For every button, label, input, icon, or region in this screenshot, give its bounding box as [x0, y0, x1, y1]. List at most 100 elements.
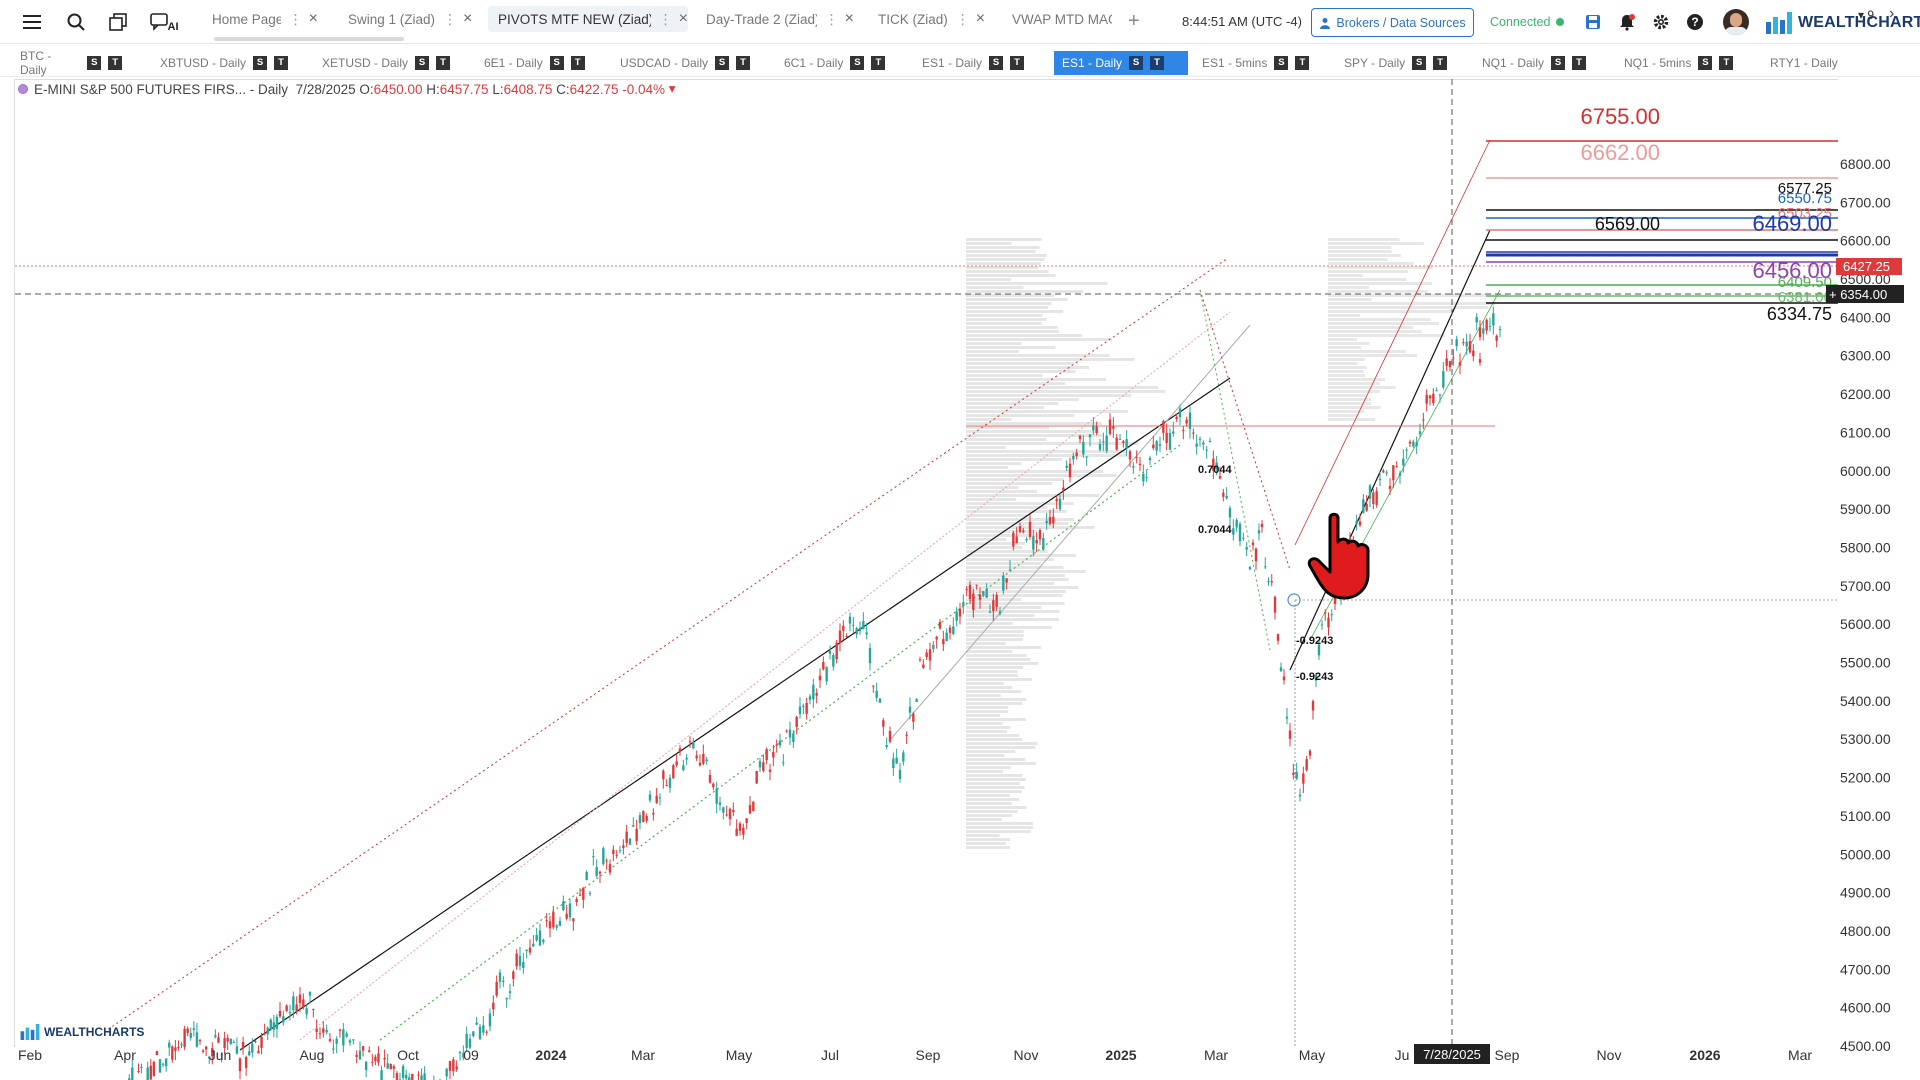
close-icon[interactable]: ×: [463, 10, 473, 27]
settings-badge[interactable]: S: [1412, 56, 1427, 70]
tab-menu-icon[interactable]: ⋮: [824, 10, 839, 27]
candle-body: [272, 1022, 276, 1030]
chart-tab-btc-daily[interactable]: BTC - Daily S T: [12, 49, 123, 77]
volume-profile-bar: [966, 502, 1074, 505]
template-badge[interactable]: T: [1433, 56, 1448, 70]
tab-menu-icon[interactable]: ⋮: [658, 10, 673, 27]
tab-menu-icon[interactable]: ⋮: [288, 10, 303, 27]
candle-body: [952, 626, 955, 634]
tab-swing-1[interactable]: Swing 1 (Ziad) ⋮ ×: [338, 6, 474, 32]
settings-badge[interactable]: S: [87, 56, 102, 70]
bell-icon[interactable]: [1613, 8, 1641, 36]
help-icon[interactable]: ?: [1681, 8, 1709, 36]
template-badge[interactable]: T: [436, 56, 451, 70]
settings-badge[interactable]: S: [1274, 56, 1289, 70]
candle-body: [648, 794, 652, 801]
settings-badge[interactable]: S: [415, 56, 430, 70]
template-badge[interactable]: T: [1010, 56, 1025, 70]
add-tab-button[interactable]: +: [1128, 10, 1140, 32]
volume-profile-bar: [966, 678, 1033, 681]
wealthcharts-logo-icon: [20, 1024, 40, 1040]
trendline: [889, 324, 1251, 741]
volume-profile-bar: [966, 682, 1004, 685]
chart-tab-xetusd-daily[interactable]: XETUSD - Daily S T: [314, 51, 454, 75]
candle-body: [1435, 390, 1438, 392]
settings-badge[interactable]: S: [549, 56, 564, 70]
settings-badge[interactable]: S: [715, 56, 730, 70]
chart-tab-nq1-5mins[interactable]: NQ1 - 5mins S T: [1616, 51, 1750, 75]
close-value: 6422.75: [569, 81, 619, 97]
volume-profile-bar: [966, 774, 1023, 777]
candle-body: [1418, 431, 1422, 435]
candle-body: [478, 1026, 482, 1040]
template-badge[interactable]: T: [274, 56, 289, 70]
candle-body: [1188, 412, 1192, 429]
settings-badge[interactable]: S: [1129, 56, 1144, 70]
volume-profile-bar: [966, 546, 1023, 549]
settings-badge[interactable]: S: [253, 56, 268, 70]
brokers-data-sources-button[interactable]: Brokers / Data Sources: [1311, 8, 1474, 37]
template-badge[interactable]: T: [1150, 56, 1165, 70]
avatar[interactable]: [1723, 9, 1749, 35]
candle-body: [808, 696, 812, 700]
close-icon[interactable]: ×: [308, 10, 318, 27]
tabs-scrollbar[interactable]: [214, 37, 404, 41]
tab-tick[interactable]: TICK (Ziad) ⋮ ×: [868, 6, 992, 32]
tab-home-page[interactable]: Home Page ⋮ ×: [202, 6, 318, 32]
template-badge[interactable]: T: [736, 56, 751, 70]
template-badge[interactable]: T: [1719, 56, 1734, 70]
chart-tab-rty1-daily[interactable]: RTY1 - Daily: [1762, 51, 1854, 75]
menu-icon[interactable]: [18, 8, 46, 36]
connection-status: Connected: [1490, 15, 1565, 29]
candle-body: [985, 589, 988, 598]
chart-tab-6c1-daily[interactable]: 6C1 - Daily S T: [776, 51, 886, 75]
chart-tab-es1-daily[interactable]: ES1 - Daily S T: [914, 51, 1025, 75]
candle-body: [1392, 465, 1395, 481]
tab-pivots-mtf-new[interactable]: PIVOTS MTF NEW (Ziad) ⋮ ×: [488, 6, 688, 32]
candle-body: [149, 1065, 152, 1080]
settings-badge[interactable]: S: [1698, 56, 1713, 70]
tab-menu-icon[interactable]: ⋮: [955, 10, 970, 27]
save-icon[interactable]: [1579, 8, 1607, 36]
template-badge[interactable]: T: [108, 56, 123, 70]
chart-tab-usdcad-daily[interactable]: USDCAD - Daily S T: [612, 51, 760, 75]
template-badge[interactable]: T: [871, 56, 886, 70]
chart-tab-es1-5mins[interactable]: ES1 - 5mins S T: [1194, 51, 1310, 75]
close-icon[interactable]: ×: [975, 10, 986, 27]
volume-profile-bar: [966, 662, 1039, 665]
tab-day-trade-2[interactable]: Day-Trade 2 (Ziad) ⋮ ×: [696, 6, 854, 32]
volume-profile-bar: [966, 602, 1065, 605]
template-badge[interactable]: T: [1572, 56, 1587, 70]
chart-tab-spy-daily[interactable]: SPY - Daily S T: [1336, 51, 1452, 75]
close-icon[interactable]: ×: [844, 10, 854, 27]
chart-tab-xbtusd-daily[interactable]: XBTUSD - Daily S T: [152, 51, 292, 75]
settings-badge[interactable]: S: [850, 56, 865, 70]
tab-menu-icon[interactable]: ⋮: [443, 10, 458, 27]
settings-badge[interactable]: S: [1551, 56, 1566, 70]
close-icon[interactable]: ×: [678, 10, 688, 27]
candle-body: [672, 765, 675, 779]
more-tabs-count[interactable]: ▾ 9: [1858, 8, 1874, 22]
template-badge[interactable]: T: [570, 56, 585, 70]
ai-chat-icon[interactable]: AI: [146, 8, 182, 36]
settings-badge[interactable]: S: [989, 56, 1004, 70]
template-badge[interactable]: T: [1295, 56, 1310, 70]
chevron-right-icon[interactable]: ›: [1889, 5, 1895, 22]
candle-body: [902, 752, 905, 762]
volume-profile-bar: [1328, 294, 1508, 297]
chart-tab-6e1-daily[interactable]: 6E1 - Daily S T: [476, 51, 596, 75]
tab-vwap-mtd-mag[interactable]: VWAP MTD MAG: [1002, 6, 1112, 32]
chart-area[interactable]: [14, 79, 1838, 1047]
search-icon[interactable]: [62, 8, 90, 36]
volume-profile-bar: [966, 538, 1007, 541]
chart-tab-nq1-daily[interactable]: NQ1 - Daily S T: [1474, 51, 1594, 75]
candle-body: [1270, 581, 1273, 583]
chart-tab-es1-daily[interactable]: ES1 - Daily S T: [1054, 51, 1188, 75]
gear-icon[interactable]: [1647, 8, 1675, 36]
candle-body: [532, 943, 535, 947]
volume-profile-bar: [966, 266, 1039, 269]
chart-tab-label: 6C1 - Daily: [784, 56, 844, 70]
layers-icon[interactable]: [104, 8, 132, 36]
candle-body: [695, 755, 698, 759]
